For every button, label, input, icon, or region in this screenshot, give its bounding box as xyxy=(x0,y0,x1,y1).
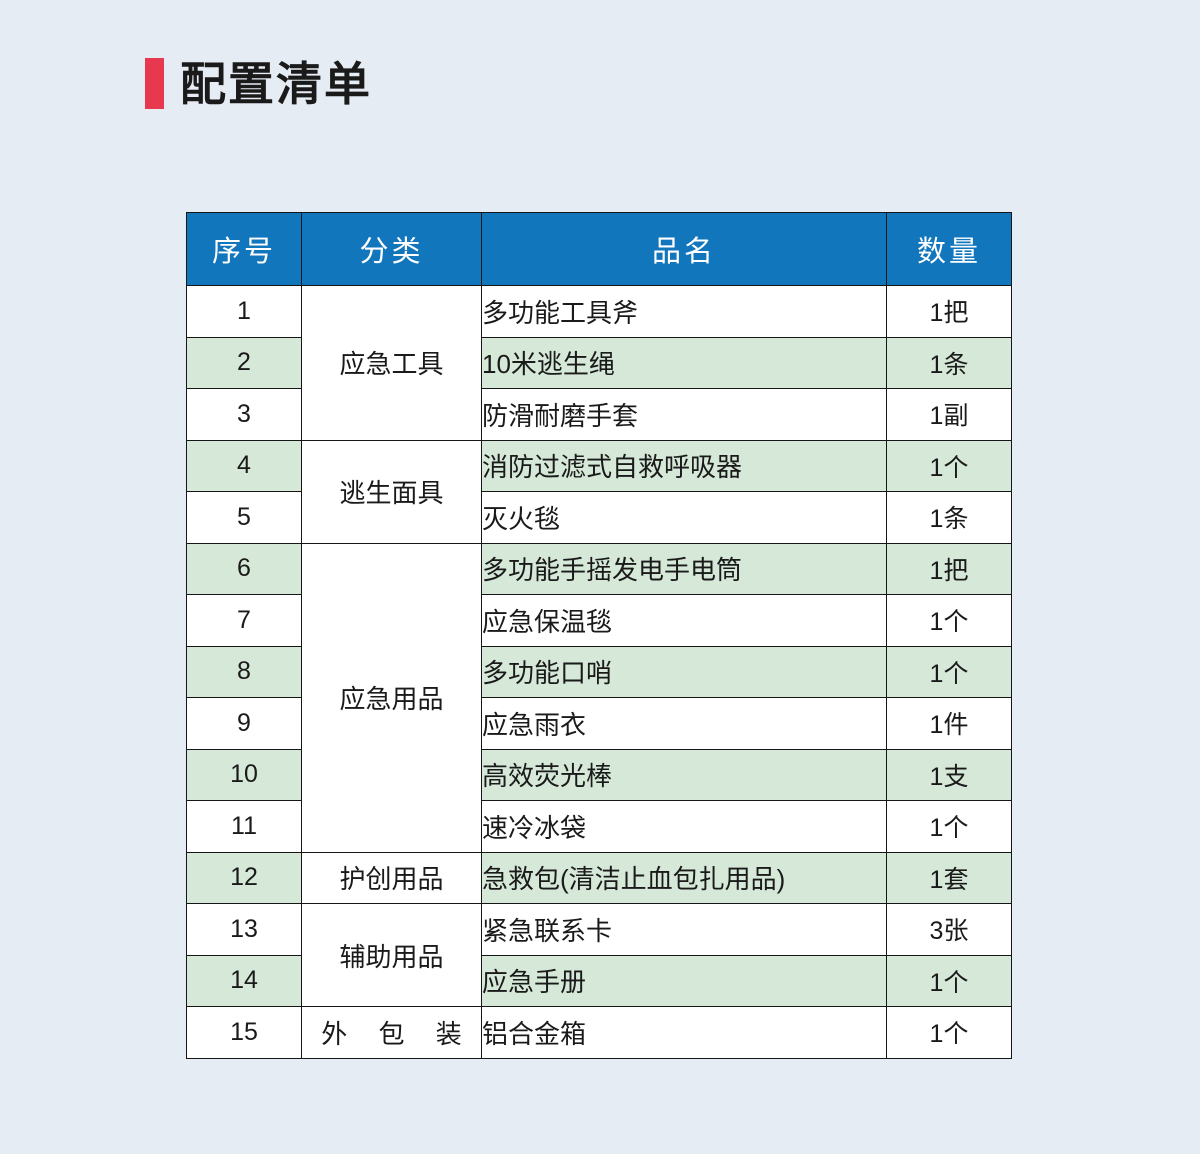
cell-index: 12 xyxy=(186,851,302,904)
cell-name: 应急手册 xyxy=(481,954,887,1007)
table-row: 14 应急手册 1个 xyxy=(186,954,1012,1007)
cell-index: 9 xyxy=(186,697,302,750)
cell-index: 1 xyxy=(186,285,302,338)
cell-quantity: 1个 xyxy=(886,439,1012,492)
cell-index: 13 xyxy=(186,903,302,956)
cell-quantity: 1支 xyxy=(886,748,1012,801)
cell-quantity: 1条 xyxy=(886,491,1012,544)
page-title: 配置清单 xyxy=(180,56,372,111)
cell-category: 应急工具 xyxy=(301,285,482,441)
cell-name: 铝合金箱 xyxy=(481,1006,887,1059)
cell-index: 10 xyxy=(186,748,302,801)
page-title-block: 配置清单 xyxy=(145,58,372,109)
cell-quantity: 1条 xyxy=(886,336,1012,389)
cell-name: 应急保温毯 xyxy=(481,594,887,647)
table-row: 8 多功能口哨 1个 xyxy=(186,645,1012,698)
table-row: 9 应急雨衣 1件 xyxy=(186,697,1012,750)
cell-quantity: 1件 xyxy=(886,697,1012,750)
cell-name: 速冷冰袋 xyxy=(481,800,887,853)
column-header-index: 序号 xyxy=(186,212,302,286)
table-header-row: 序号 分类 品名 数量 xyxy=(186,212,1012,286)
column-header-name: 品名 xyxy=(481,212,887,286)
cell-index: 3 xyxy=(186,388,302,441)
cell-name: 高效荧光棒 xyxy=(481,748,887,801)
table-body: 1 应急工具 多功能工具斧 1把 2 10米逃生绳 1条 3 防滑耐磨手套 1副… xyxy=(186,285,1012,1059)
cell-quantity: 1副 xyxy=(886,388,1012,441)
cell-quantity: 1个 xyxy=(886,954,1012,1007)
cell-name: 消防过滤式自救呼吸器 xyxy=(481,439,887,492)
cell-index: 2 xyxy=(186,336,302,389)
cell-index: 4 xyxy=(186,439,302,492)
cell-name: 应急雨衣 xyxy=(481,697,887,750)
column-header-quantity: 数量 xyxy=(886,212,1012,286)
cell-name: 多功能手摇发电手电筒 xyxy=(481,542,887,595)
table-row: 13 辅助用品 紧急联系卡 3张 xyxy=(186,903,1012,1007)
cell-index: 15 xyxy=(186,1006,302,1059)
cell-index: 5 xyxy=(186,491,302,544)
table-row: 6 应急用品 多功能手摇发电手电筒 1把 xyxy=(186,542,1012,853)
cell-name: 防滑耐磨手套 xyxy=(481,388,887,441)
cell-index: 7 xyxy=(186,594,302,647)
table-row: 2 10米逃生绳 1条 xyxy=(186,336,1012,389)
cell-name: 紧急联系卡 xyxy=(481,903,887,956)
cell-quantity: 1把 xyxy=(886,285,1012,338)
cell-category: 辅助用品 xyxy=(301,903,482,1007)
cell-name: 急救包(清洁止血包扎用品) xyxy=(481,851,887,904)
column-header-category: 分类 xyxy=(301,212,482,286)
cell-quantity: 1个 xyxy=(886,1006,1012,1059)
cell-index: 14 xyxy=(186,954,302,1007)
table-row: 3 防滑耐磨手套 1副 xyxy=(186,388,1012,441)
title-accent-bar xyxy=(145,58,164,109)
table-row: 10 高效荧光棒 1支 xyxy=(186,748,1012,801)
table-row: 4 逃生面具 消防过滤式自救呼吸器 1个 xyxy=(186,439,1012,544)
cell-quantity: 1套 xyxy=(886,851,1012,904)
cell-category: 应急用品 xyxy=(301,542,482,853)
cell-index: 8 xyxy=(186,645,302,698)
cell-name: 灭火毯 xyxy=(481,491,887,544)
table-row: 15 外 包 装 铝合金箱 1个 xyxy=(186,1006,1012,1059)
cell-quantity: 1个 xyxy=(886,800,1012,853)
table-row: 11 速冷冰袋 1个 xyxy=(186,800,1012,853)
table-header: 序号 分类 品名 数量 xyxy=(186,212,1012,286)
cell-name: 多功能工具斧 xyxy=(481,285,887,338)
config-table-wrapper: 序号 分类 品名 数量 1 应急工具 多功能工具斧 1把 2 10米逃生绳 1条 xyxy=(186,212,1012,1059)
cell-name: 10米逃生绳 xyxy=(481,336,887,389)
cell-quantity: 1个 xyxy=(886,645,1012,698)
cell-name: 多功能口哨 xyxy=(481,645,887,698)
table-row: 7 应急保温毯 1个 xyxy=(186,594,1012,647)
cell-quantity: 3张 xyxy=(886,903,1012,956)
cell-quantity: 1个 xyxy=(886,594,1012,647)
cell-index: 11 xyxy=(186,800,302,853)
table-row: 12 护创用品 急救包(清洁止血包扎用品) 1套 xyxy=(186,851,1012,904)
table-row: 5 灭火毯 1条 xyxy=(186,491,1012,544)
cell-category: 外 包 装 xyxy=(301,1006,482,1059)
table-row: 1 应急工具 多功能工具斧 1把 xyxy=(186,285,1012,441)
cell-category: 逃生面具 xyxy=(301,439,482,544)
cell-category: 护创用品 xyxy=(301,851,482,904)
cell-index: 6 xyxy=(186,542,302,595)
config-table: 序号 分类 品名 数量 1 应急工具 多功能工具斧 1把 2 10米逃生绳 1条 xyxy=(186,212,1012,1059)
cell-quantity: 1把 xyxy=(886,542,1012,595)
